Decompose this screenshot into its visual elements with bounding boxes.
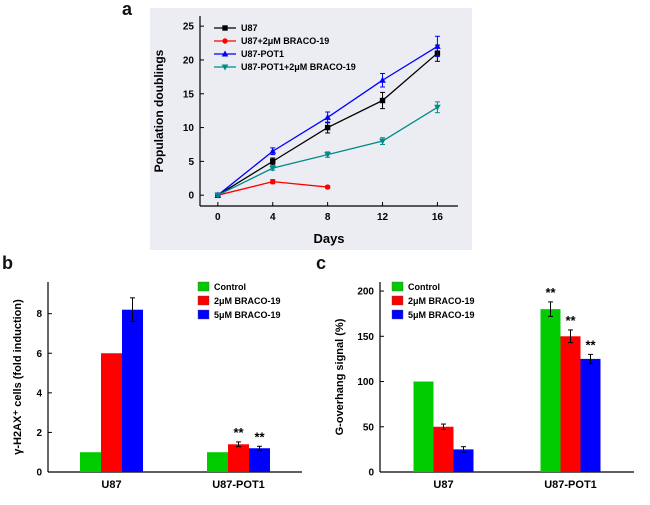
bar-U87-POT1-2μM BRACO-19	[228, 444, 249, 472]
bar-U87-POT1-Control	[207, 452, 228, 472]
bars	[80, 309, 270, 472]
panel-label-c: c	[316, 253, 327, 273]
legend-label: U87-POT1	[241, 49, 284, 59]
panel-label-a: a	[122, 0, 133, 19]
svg-text:12: 12	[377, 212, 389, 223]
svg-text:15: 15	[183, 89, 195, 100]
legend-label: 2μM BRACO-19	[214, 296, 281, 306]
svg-text:U87: U87	[101, 479, 121, 491]
svg-text:100: 100	[357, 377, 374, 388]
series-U87-POT1+2μM BRACO-19	[214, 101, 441, 199]
error-bars	[130, 297, 262, 451]
bar-U87-2μM BRACO-19	[101, 353, 122, 472]
svg-text:U87: U87	[433, 479, 453, 491]
svg-text:16: 16	[432, 212, 444, 223]
g-overhang-signal-bar-chart: 0 50 100 150 200 G-overhang signal (%) U87 U87-…	[334, 281, 634, 491]
tick-marks	[380, 290, 384, 473]
y-axis-label: Population doublings	[152, 49, 166, 172]
tick-marks	[200, 25, 438, 206]
bars	[413, 309, 601, 472]
tick-labels: 0 4 8 12 16 0 5 10 15 20 25	[183, 22, 444, 223]
error-bars	[441, 301, 593, 453]
legend-label: 5μM BRACO-19	[214, 310, 281, 320]
legend: Control 2μM BRACO-19 5μM BRACO-19	[197, 281, 281, 320]
panel-background	[150, 8, 472, 250]
x-axis-label: Days	[313, 231, 344, 246]
tick-marks	[48, 313, 52, 473]
legend-label: Control	[408, 282, 440, 292]
svg-text:150: 150	[357, 332, 374, 343]
legend-label: U87	[241, 23, 258, 33]
significance-stars: **	[585, 337, 596, 352]
svg-text:4: 4	[270, 212, 276, 223]
svg-text:50: 50	[363, 422, 375, 433]
legend-label: Control	[214, 282, 246, 292]
svg-text:U87-POT1: U87-POT1	[544, 479, 597, 491]
significance-stars: **	[233, 425, 244, 440]
significance-stars: **	[545, 285, 556, 300]
bar-U87-Control	[80, 452, 101, 472]
significance-stars: **	[565, 313, 576, 328]
svg-text:20: 20	[183, 55, 195, 66]
bar-U87-POT1-5μM BRACO-19	[580, 358, 601, 472]
svg-text:0: 0	[368, 468, 374, 479]
tick-labels: 0 50 100 150 200	[357, 287, 374, 479]
axes	[199, 16, 458, 207]
svg-text:2: 2	[36, 428, 42, 439]
legend-label: 2μM BRACO-19	[408, 296, 475, 306]
svg-text:0: 0	[36, 468, 42, 479]
svg-text:8: 8	[325, 212, 331, 223]
y-axis-label: γ-H2AX⁺ cells (fold induction)	[12, 299, 24, 455]
svg-text:25: 25	[183, 22, 195, 33]
svg-text:200: 200	[357, 287, 374, 298]
tick-labels: 0 2 4 6 8	[36, 309, 42, 478]
legend-label: U87-POT1+2μM BRACO-19	[241, 62, 356, 72]
category-labels: U87 U87-POT1	[101, 479, 264, 491]
legend: U87 U87+2μM BRACO-19 U87-POT1 U87-POT1+2μM …	[214, 23, 356, 72]
svg-text:0: 0	[188, 191, 194, 202]
legend-label: U87+2μM BRACO-19	[241, 36, 329, 46]
svg-text:8: 8	[36, 309, 42, 320]
svg-text:4: 4	[36, 388, 42, 399]
category-labels: U87 U87-POT1	[433, 479, 596, 491]
bar-U87-POT1-2μM BRACO-19	[560, 336, 581, 472]
svg-text:5: 5	[188, 157, 194, 168]
svg-text:0: 0	[215, 212, 221, 223]
bar-U87-Control	[413, 381, 434, 472]
bar-U87-POT1-Control	[540, 309, 561, 472]
significance-stars: **	[254, 429, 265, 444]
svg-text:U87-POT1: U87-POT1	[212, 479, 265, 491]
y-axis-label: G-overhang signal (%)	[334, 318, 346, 435]
bar-U87-5μM BRACO-19	[122, 309, 143, 472]
bar-U87-2μM BRACO-19	[433, 426, 454, 472]
population-doublings-line-chart: 0 4 8 12 16 0 5 10 15 20 25 Days Population doubling…	[150, 8, 472, 250]
legend: Control 2μM BRACO-19 5μM BRACO-19	[391, 281, 475, 320]
series-U87-POT1	[214, 35, 441, 198]
bar-U87-5μM BRACO-19	[453, 449, 474, 472]
panel-label-b: b	[2, 253, 13, 273]
svg-text:10: 10	[183, 123, 195, 134]
legend-label: 5μM BRACO-19	[408, 310, 475, 320]
svg-text:6: 6	[36, 349, 42, 360]
bar-U87-POT1-5μM BRACO-19	[249, 448, 270, 472]
